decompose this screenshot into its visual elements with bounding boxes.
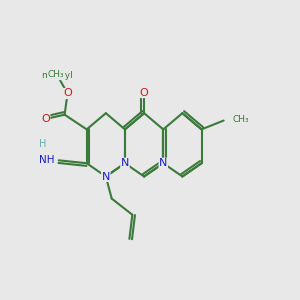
Text: N: N xyxy=(121,158,129,168)
Text: CH₃: CH₃ xyxy=(47,70,64,79)
Text: N: N xyxy=(102,172,110,182)
Text: methyl: methyl xyxy=(41,71,73,80)
Text: NH: NH xyxy=(39,155,54,165)
Text: O: O xyxy=(140,88,148,98)
Text: CH₃: CH₃ xyxy=(232,115,249,124)
Text: O: O xyxy=(63,88,72,98)
Text: H: H xyxy=(39,139,46,149)
Text: N: N xyxy=(159,158,167,168)
Text: O: O xyxy=(41,114,50,124)
